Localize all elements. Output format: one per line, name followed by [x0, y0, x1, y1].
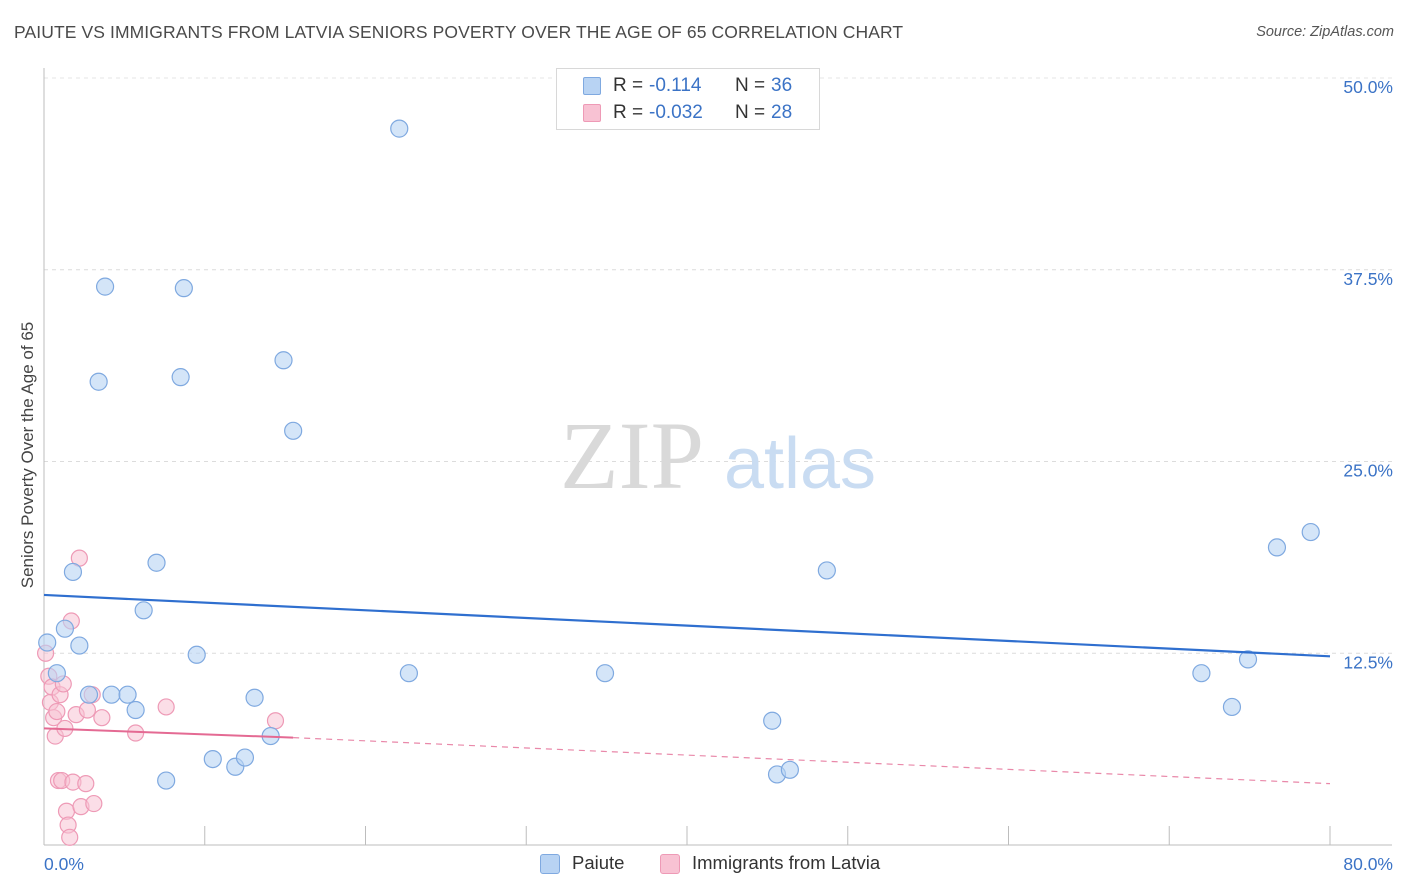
latvia-point [78, 701, 97, 719]
paiute-point [817, 561, 836, 580]
latvia-point [93, 709, 111, 727]
paiute-point [763, 711, 782, 730]
paiute-point [89, 372, 108, 391]
latvia-point [127, 724, 145, 742]
n-value: 36 [771, 75, 793, 96]
latvia-trend-line-extended [293, 737, 1331, 785]
watermark-zip: ZIP [560, 402, 704, 509]
r-value: -0.114 [649, 75, 702, 96]
paiute-point [38, 633, 57, 652]
paiute-point [245, 688, 264, 707]
axes [43, 68, 1392, 846]
y-tick-label: 25.0% [1343, 461, 1393, 481]
paiute-point [157, 771, 176, 790]
paiute-point [174, 279, 193, 298]
paiute-point [1238, 650, 1258, 669]
paiute-point [187, 645, 206, 664]
series-legend: Paiute Immigrants from Latvia [0, 852, 1406, 876]
paiute-legend-swatch [540, 854, 560, 874]
paiute-point [780, 760, 799, 779]
paiute-point [274, 351, 293, 370]
paiute-point [1192, 664, 1211, 683]
paiute-point [79, 685, 99, 704]
paiute-trend-line [43, 593, 1331, 658]
source-label: Source: ZipAtlas.com [1256, 24, 1394, 40]
paiute-point [147, 553, 166, 572]
n-value: 28 [771, 102, 793, 123]
gridlines [44, 77, 1392, 654]
paiute-point [55, 619, 74, 638]
r-value: -0.032 [649, 102, 703, 123]
latvia-point [61, 828, 79, 846]
paiute-point [399, 664, 419, 683]
latvia-point [157, 698, 175, 716]
paiute-point [63, 562, 83, 582]
paiute-point [126, 700, 145, 720]
latvia-swatch [583, 104, 601, 122]
paiute-point [235, 748, 255, 767]
stats-legend: R = -0.114 N = 36 R = -0.032 N = 28 [556, 68, 820, 130]
paiute-point [1301, 522, 1320, 542]
paiute-point [95, 277, 115, 296]
paiute-point [1267, 538, 1287, 557]
y-tick-label: 12.5% [1343, 652, 1393, 672]
paiute-point [118, 685, 137, 704]
latvia-point [77, 775, 95, 793]
paiute-point [47, 664, 66, 683]
n-label: N = [735, 75, 766, 96]
r-label: R = [613, 102, 644, 123]
y-axis-label: Seniors Poverty Over the Age of 65 [18, 321, 37, 589]
trend-lines [43, 593, 1331, 785]
tick-labels: 12.5% 25.0% 37.5% 50.0% 0.0% 80.0% [44, 77, 1393, 874]
latvia-point [85, 794, 103, 813]
paiute-point [171, 368, 190, 387]
r-label: R = [613, 75, 644, 96]
paiute-points [38, 119, 1320, 790]
paiute-point [284, 421, 303, 440]
paiute-point [203, 749, 222, 769]
x-tick-label: 0.0% [44, 854, 84, 874]
latvia-legend-label: Immigrants from Latvia [692, 852, 881, 873]
paiute-point [1222, 697, 1242, 717]
latvia-legend-swatch [660, 854, 680, 874]
latvia-point [266, 712, 285, 730]
watermark-atlas: atlas [724, 424, 876, 504]
paiute-swatch [583, 77, 601, 95]
n-label: N = [735, 102, 766, 123]
paiute-legend-label: Paiute [572, 852, 625, 873]
x-tick-label: 80.0% [1343, 854, 1393, 874]
paiute-point [70, 636, 89, 655]
paiute-point [102, 685, 121, 704]
y-tick-label: 37.5% [1343, 269, 1393, 289]
latvia-point [48, 702, 66, 721]
paiute-point [390, 119, 409, 138]
paiute-point [595, 664, 615, 683]
watermark: ZIP atlas [560, 402, 876, 509]
latvia-trend-line [43, 727, 294, 739]
paiute-point [134, 601, 153, 620]
y-tick-label: 50.0% [1343, 77, 1393, 97]
chart-title: PAIUTE VS IMMIGRANTS FROM LATVIA SENIORS… [14, 22, 904, 42]
